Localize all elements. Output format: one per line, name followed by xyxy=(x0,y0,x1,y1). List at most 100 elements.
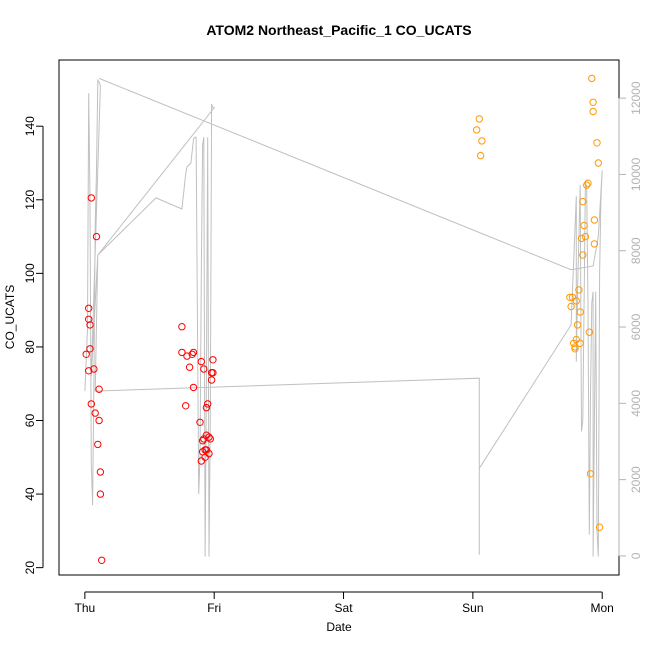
y-tick-label: 40 xyxy=(23,487,37,501)
data-point xyxy=(576,339,584,347)
data-point xyxy=(87,400,96,408)
data-point xyxy=(96,468,105,476)
data-point xyxy=(200,365,208,373)
data-point xyxy=(588,74,596,83)
data-point xyxy=(185,363,194,371)
data-point xyxy=(580,221,588,230)
data-point xyxy=(572,335,580,344)
data-point xyxy=(571,343,579,351)
x-tick-label: Sun xyxy=(462,601,483,615)
data-point xyxy=(595,523,604,531)
data-point xyxy=(577,234,586,243)
y-tick-label: 20 xyxy=(23,561,37,575)
data-point xyxy=(571,345,579,353)
x-tick-label: Thu xyxy=(75,601,96,615)
y2-tick-label: 4000 xyxy=(629,390,643,417)
data-point xyxy=(576,308,584,316)
data-point xyxy=(182,402,190,410)
y2-axis: 0 2000 4000 6000 8000 10000 12000 xyxy=(618,81,643,559)
data-point xyxy=(581,232,590,241)
data-point xyxy=(207,376,216,384)
x-tick-label: Mon xyxy=(591,601,614,615)
data-point xyxy=(475,115,483,123)
data-point xyxy=(178,348,186,357)
data-point xyxy=(98,556,106,564)
altitude-line xyxy=(84,77,603,557)
data-point xyxy=(202,446,211,454)
y-axis-label: CO_UCATS xyxy=(3,285,17,349)
data-point xyxy=(86,321,94,329)
data-point xyxy=(90,365,98,373)
y-tick-label: 60 xyxy=(23,414,37,428)
x-tick-label: Sat xyxy=(335,601,354,615)
data-point xyxy=(94,440,102,449)
data-point xyxy=(585,328,593,336)
y2-tick-label: 8000 xyxy=(629,237,643,264)
data-point xyxy=(572,297,580,305)
data-point xyxy=(96,490,105,498)
data-point xyxy=(197,457,206,465)
data-point xyxy=(204,400,212,408)
data-point xyxy=(584,179,592,187)
data-point xyxy=(188,350,196,358)
data-point xyxy=(178,323,186,331)
data-point xyxy=(593,139,601,147)
data-point xyxy=(589,98,597,107)
data-point xyxy=(590,216,599,224)
data-point xyxy=(476,151,485,160)
data-point xyxy=(209,356,217,364)
plot-area xyxy=(58,59,620,576)
data-point xyxy=(209,369,217,377)
data-point xyxy=(594,159,602,167)
data-point xyxy=(201,453,209,461)
data-point xyxy=(573,321,582,329)
data-point xyxy=(566,293,574,301)
y2-tick-label: 6000 xyxy=(629,313,643,340)
data-point xyxy=(583,181,591,189)
data-point xyxy=(478,137,486,145)
y-axis: 20 40 60 80 100 120 140 xyxy=(23,116,44,575)
data-point xyxy=(473,126,481,134)
data-point xyxy=(183,352,191,360)
y-tick-label: 80 xyxy=(23,340,37,354)
data-point xyxy=(82,350,90,358)
x-axis-label: Date xyxy=(326,620,352,634)
y2-tick-label: 12000 xyxy=(629,81,643,115)
x-axis: Thu Fri Sat Sun Mon xyxy=(75,591,614,615)
data-point xyxy=(95,416,103,425)
data-point xyxy=(206,435,215,443)
data-point xyxy=(198,437,207,445)
data-point xyxy=(85,315,93,323)
y-tick-label: 100 xyxy=(23,263,37,283)
y2-tick-label: 0 xyxy=(629,552,643,559)
points-layer xyxy=(82,74,604,564)
y2-tick-label: 10000 xyxy=(629,157,643,191)
data-point xyxy=(579,251,587,259)
data-point xyxy=(196,418,204,426)
y2-tick-label: 2000 xyxy=(629,466,643,493)
data-point xyxy=(85,367,93,375)
data-point xyxy=(92,232,101,241)
data-point xyxy=(95,385,103,393)
y-tick-label: 120 xyxy=(23,189,37,209)
data-point xyxy=(202,403,211,412)
altitude-line-layer xyxy=(84,77,603,557)
data-point xyxy=(86,345,94,353)
chart-title: ATOM2 Northeast_Pacific_1 CO_UCATS xyxy=(206,22,471,38)
data-point xyxy=(575,286,583,294)
data-point xyxy=(586,470,595,478)
data-point xyxy=(579,197,587,206)
data-point xyxy=(91,409,99,417)
data-point xyxy=(189,348,198,357)
y-tick-label: 140 xyxy=(23,116,37,136)
data-point xyxy=(567,302,575,311)
data-point xyxy=(189,383,198,392)
data-point xyxy=(85,304,93,312)
data-point xyxy=(205,449,213,458)
data-point xyxy=(197,357,206,366)
x-tick-label: Fri xyxy=(207,601,221,615)
data-point xyxy=(590,240,599,248)
data-point xyxy=(87,194,96,202)
data-point xyxy=(205,433,213,441)
